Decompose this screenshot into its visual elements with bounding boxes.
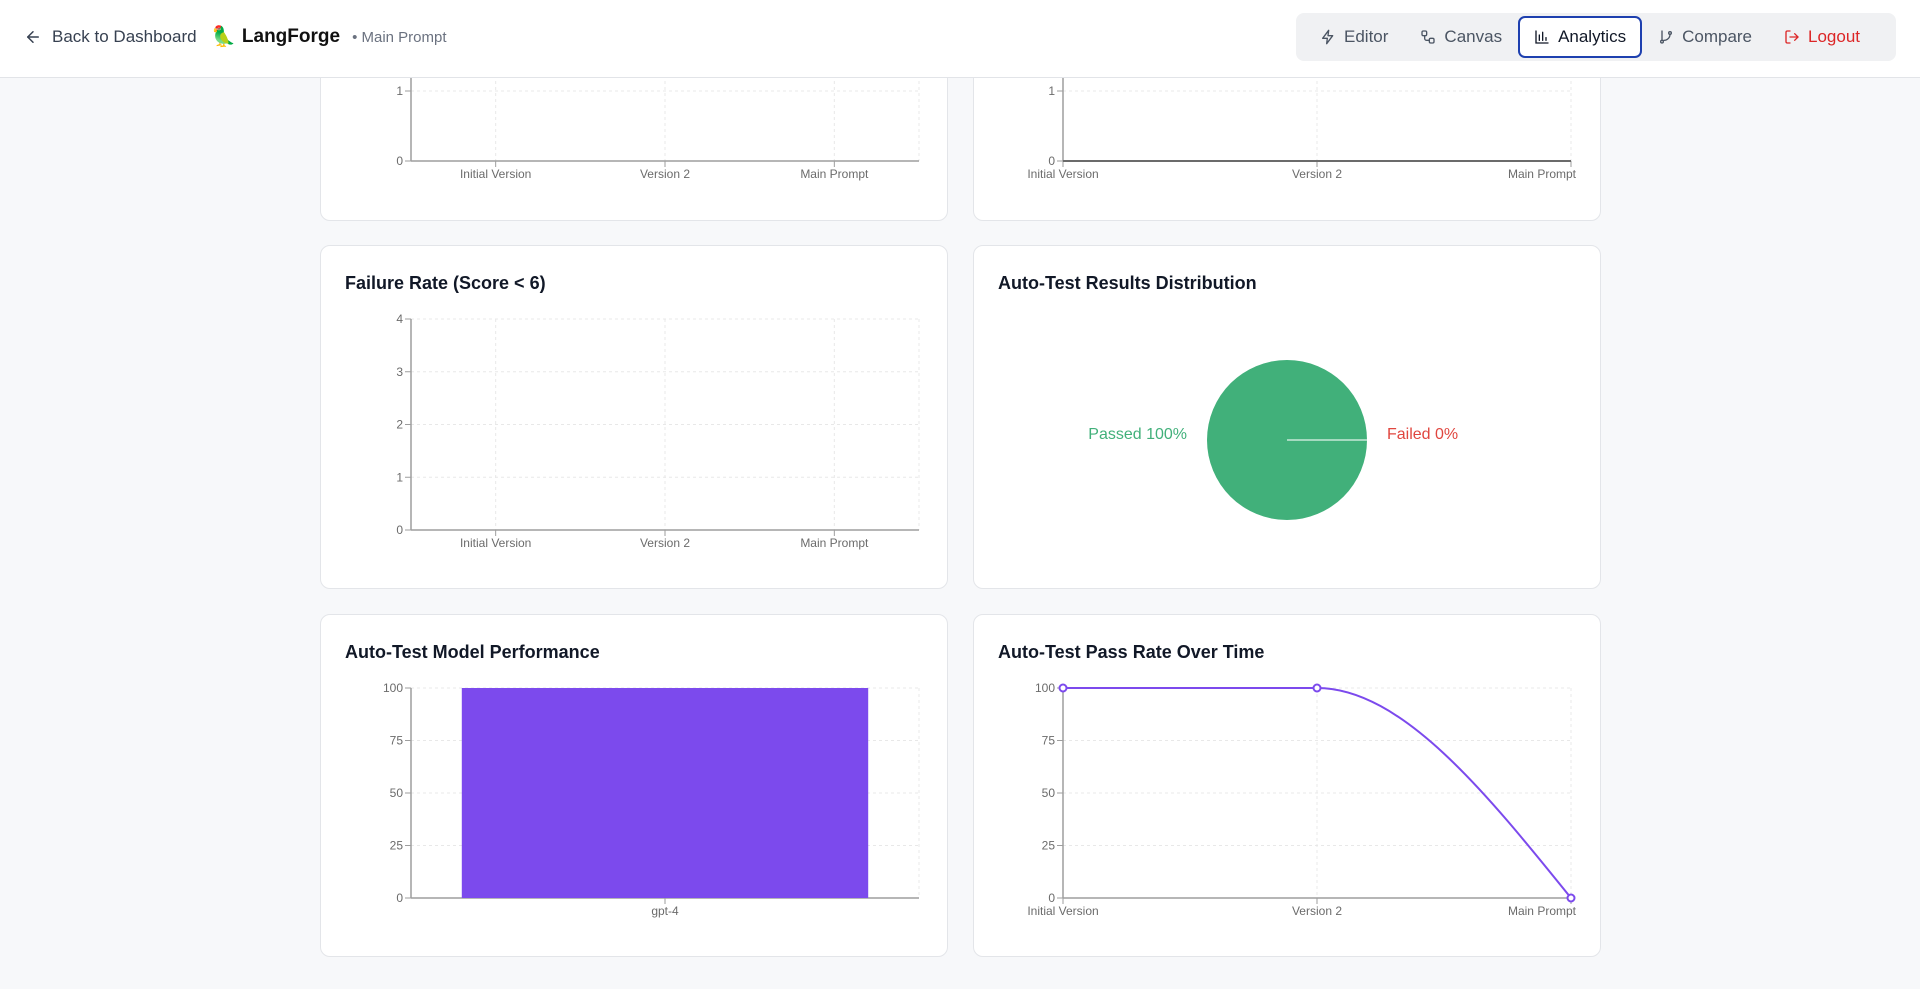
x-tick-label: Initial Version (1027, 904, 1098, 918)
card-title: Failure Rate (Score < 6) (345, 273, 546, 293)
y-tick-label: 50 (1042, 786, 1056, 800)
y-tick-label: 1 (396, 84, 403, 98)
nav-label: Editor (1344, 27, 1389, 46)
bar-chart-icon (1535, 30, 1549, 44)
nav-label: Analytics (1558, 27, 1627, 46)
x-tick-label: Main Prompt (800, 167, 869, 181)
y-tick-label: 0 (396, 891, 403, 905)
card-title: Auto-Test Model Performance (345, 642, 600, 662)
y-tick-label: 4 (396, 312, 403, 326)
model-performance-chart: 0 25 50 75 100 gpt-4 (383, 681, 920, 918)
card-title: Auto-Test Results Distribution (998, 273, 1257, 293)
nav-canvas[interactable]: Canvas (1404, 16, 1518, 58)
y-tick-label: 0 (396, 523, 403, 537)
y-tick-label: 100 (1035, 681, 1055, 695)
git-branch-icon (1660, 30, 1673, 44)
data-point-version-2 (1312, 683, 1322, 693)
y-tick-label: 75 (390, 734, 404, 748)
pie-label-failed: Failed 0% (1387, 426, 1458, 443)
nav-label: Compare (1682, 27, 1753, 46)
back-to-dashboard-link[interactable]: Back to Dashboard (24, 25, 197, 49)
y-tick-label: 25 (390, 839, 404, 853)
x-tick-label: Main Prompt (1508, 904, 1577, 918)
pass-rate-line (1063, 687, 1572, 899)
x-tick-label: gpt-4 (651, 904, 679, 918)
arrow-left-icon (27, 31, 39, 43)
breadcrumb-prompt-name: • Main Prompt (352, 28, 447, 46)
nav-label: Logout (1808, 27, 1861, 46)
data-point-main-prompt (1566, 893, 1576, 903)
x-tick-label: Main Prompt (1508, 167, 1577, 181)
y-tick-label: 1 (1048, 84, 1055, 98)
x-tick-label: Version 2 (1292, 167, 1342, 181)
y-tick-label: 2 (396, 418, 403, 432)
zap-icon (1322, 29, 1334, 45)
y-tick-label: 0 (1048, 154, 1055, 168)
results-distribution-pie: Passed 100% Failed 0% (1088, 360, 1458, 520)
x-tick-label: Initial Version (1027, 167, 1098, 181)
y-tick-label: 1 (396, 470, 403, 484)
top-header: Back to Dashboard 🦜 LangForge • Main Pro… (0, 0, 1920, 78)
workflow-icon (1421, 30, 1436, 44)
pie-label-passed: Passed 100% (1088, 426, 1187, 443)
y-tick-label: 50 (390, 786, 404, 800)
brand-name: LangForge (241, 26, 341, 47)
y-tick-label: 25 (1042, 839, 1056, 853)
logout-icon (1785, 30, 1799, 44)
nav-analytics[interactable]: Analytics (1518, 16, 1643, 58)
y-tick-label: 3 (396, 365, 403, 379)
x-tick-label: Initial Version (460, 536, 531, 550)
nav-editor[interactable]: Editor (1304, 16, 1404, 58)
main-nav: Editor Canvas Analytics Compare Logout (1296, 13, 1896, 61)
y-tick-label: 0 (396, 154, 403, 168)
card-title: Auto-Test Pass Rate Over Time (998, 642, 1265, 662)
x-tick-label: Version 2 (640, 167, 690, 181)
chart-card-results-distribution: Auto-Test Results Distribution Passed 10… (973, 245, 1601, 589)
chart-card-pass-rate: Auto-Test Pass Rate Over Time 0 25 50 75 100… (973, 614, 1601, 957)
chart-top-left: 0 1 Initial Version Version 2 Main Prompt (396, 63, 920, 181)
nav-logout[interactable]: Logout (1768, 16, 1876, 58)
failure-rate-chart: 0 1 2 3 4 Initial Version Version 2 Main Prompt (396, 312, 920, 550)
x-tick-label: Main Prompt (800, 536, 869, 550)
y-tick-label: 0 (1048, 891, 1055, 905)
x-tick-label: Version 2 (1292, 904, 1342, 918)
y-tick-label: 100 (383, 681, 403, 695)
chart-card-failure-rate: Failure Rate (Score < 6) 0 1 2 3 4 Initial Ve… (320, 245, 948, 589)
chart-top-right: 0 1 Initial Version Version 2 Main Prompt (1027, 63, 1577, 181)
chart-card-model-performance: Auto-Test Model Performance 0 25 50 75 100 gp… (320, 614, 948, 957)
pass-rate-chart: 0 25 50 75 100 Initial Version Version 2 Main P… (1027, 681, 1577, 918)
bar-gpt-4 (461, 688, 869, 898)
nav-label: Canvas (1444, 27, 1503, 46)
parrot-logo-icon: 🦜 (211, 26, 236, 48)
brand: 🦜 LangForge • Main Prompt (211, 23, 447, 51)
data-point-initial-version (1058, 683, 1068, 693)
x-tick-label: Version 2 (640, 536, 690, 550)
back-label: Back to Dashboard (52, 27, 197, 46)
nav-compare[interactable]: Compare (1642, 16, 1768, 58)
x-tick-label: Initial Version (460, 167, 531, 181)
y-tick-label: 75 (1042, 734, 1056, 748)
